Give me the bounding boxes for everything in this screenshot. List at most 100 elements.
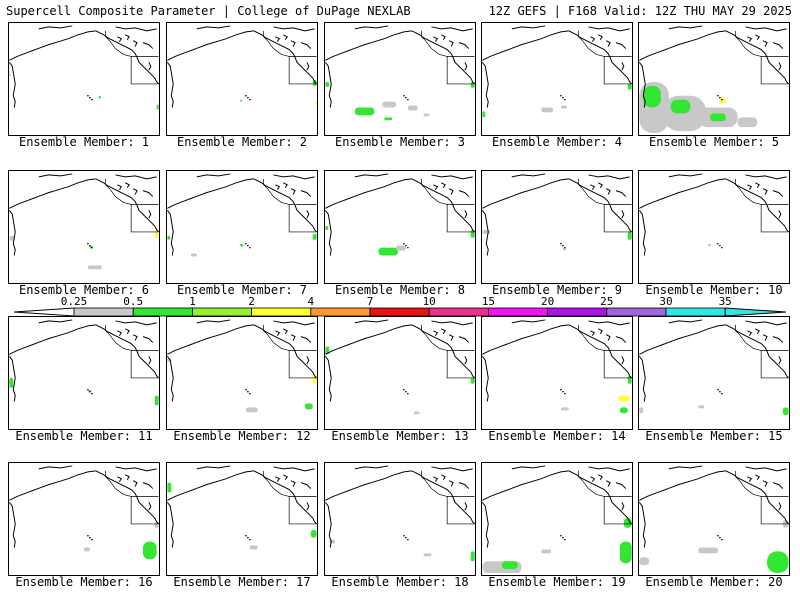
coastline [95, 324, 159, 379]
coastline [167, 356, 174, 402]
coastline [482, 210, 489, 256]
coastline [598, 474, 603, 480]
island-marker [721, 392, 723, 395]
political-border [105, 470, 159, 497]
scp-contour-fill [312, 79, 317, 86]
coastline [115, 26, 157, 32]
coastline [253, 324, 317, 379]
political-border [263, 324, 317, 351]
coastline [290, 480, 296, 487]
political-border [760, 204, 789, 233]
coastline [253, 30, 317, 85]
political-border [288, 204, 317, 233]
coastline [668, 319, 703, 324]
political-border [603, 56, 632, 85]
political-border [421, 470, 475, 497]
coastline [300, 190, 312, 197]
coastline [148, 62, 152, 71]
coastline [668, 25, 703, 30]
coastline [167, 470, 254, 501]
ensemble-member-map [166, 316, 318, 430]
island-marker [717, 242, 719, 245]
island-marker [249, 246, 251, 249]
map-canvas [639, 173, 789, 256]
coastline [598, 182, 603, 188]
map-canvas [482, 465, 632, 574]
scp-contour-fill [541, 549, 552, 554]
scp-contour-fill [627, 83, 632, 90]
political-border [263, 178, 317, 205]
coastline [9, 178, 96, 209]
island-marker [89, 244, 91, 247]
ensemble-member-label: Ensemble Member: 12 [173, 429, 311, 443]
coastline [273, 26, 315, 32]
coastline [588, 320, 630, 326]
coastline [9, 502, 16, 548]
coastline [615, 190, 627, 197]
map-canvas [325, 465, 475, 562]
coastline [458, 482, 470, 489]
ensemble-member-label: Ensemble Member: 9 [491, 283, 623, 297]
scp-contour-fill [312, 233, 317, 240]
coastline [772, 190, 784, 197]
coastline [639, 324, 726, 355]
colorbar-tick-label: 7 [367, 295, 374, 308]
scp-contour-fill [470, 551, 475, 562]
coastline [273, 320, 315, 326]
coastline [115, 174, 157, 180]
map-canvas [482, 173, 632, 256]
coastline [38, 465, 73, 470]
island-marker [562, 536, 564, 539]
coastline [448, 334, 454, 341]
ensemble-member-label: Ensemble Member: 11 [15, 429, 153, 443]
ensemble-member-label: Ensemble Member: 5 [648, 135, 780, 149]
map-canvas [325, 319, 475, 415]
scp-contour-fill [378, 247, 399, 256]
coastline [464, 356, 468, 365]
coastline [441, 34, 446, 40]
coastline [615, 42, 627, 49]
island-marker [247, 244, 249, 247]
coastline [325, 502, 332, 548]
colorbar-tick-label: 30 [659, 295, 672, 308]
ensemble-member-map [638, 462, 790, 576]
coastline [273, 466, 315, 472]
coastline [325, 62, 332, 108]
colorbar-segment [310, 307, 371, 317]
political-border [263, 470, 317, 497]
island-marker [403, 388, 405, 391]
coastline [325, 30, 412, 61]
scp-contour-fill [98, 95, 101, 99]
coastline [253, 178, 317, 233]
coastline [433, 184, 439, 190]
coastline [325, 178, 412, 209]
coastline [762, 480, 768, 487]
island-marker [717, 388, 719, 391]
coastline [772, 336, 784, 343]
island-marker [247, 390, 249, 393]
coastline [132, 40, 138, 47]
coastline [598, 34, 603, 40]
coastline [148, 356, 152, 365]
political-border [105, 178, 159, 205]
scp-contour-fill [737, 117, 758, 128]
island-marker [247, 536, 249, 539]
political-border [288, 56, 317, 85]
coastline [458, 190, 470, 197]
scp-contour-fill [643, 85, 661, 108]
coastline [568, 470, 632, 525]
island-marker [560, 242, 562, 245]
scp-contour-fill [710, 113, 726, 122]
island-marker [249, 98, 251, 101]
coastline [511, 465, 546, 470]
coastline [668, 465, 703, 470]
coastline [448, 188, 454, 195]
coastline [747, 330, 753, 336]
coastline [117, 476, 123, 482]
political-border [603, 496, 632, 525]
scp-contour-fill [396, 245, 406, 251]
coastline [9, 324, 96, 355]
map-title: Supercell Composite Parameter | College … [6, 4, 411, 18]
coastline [38, 25, 73, 30]
ensemble-member-label: Ensemble Member: 3 [334, 135, 466, 149]
